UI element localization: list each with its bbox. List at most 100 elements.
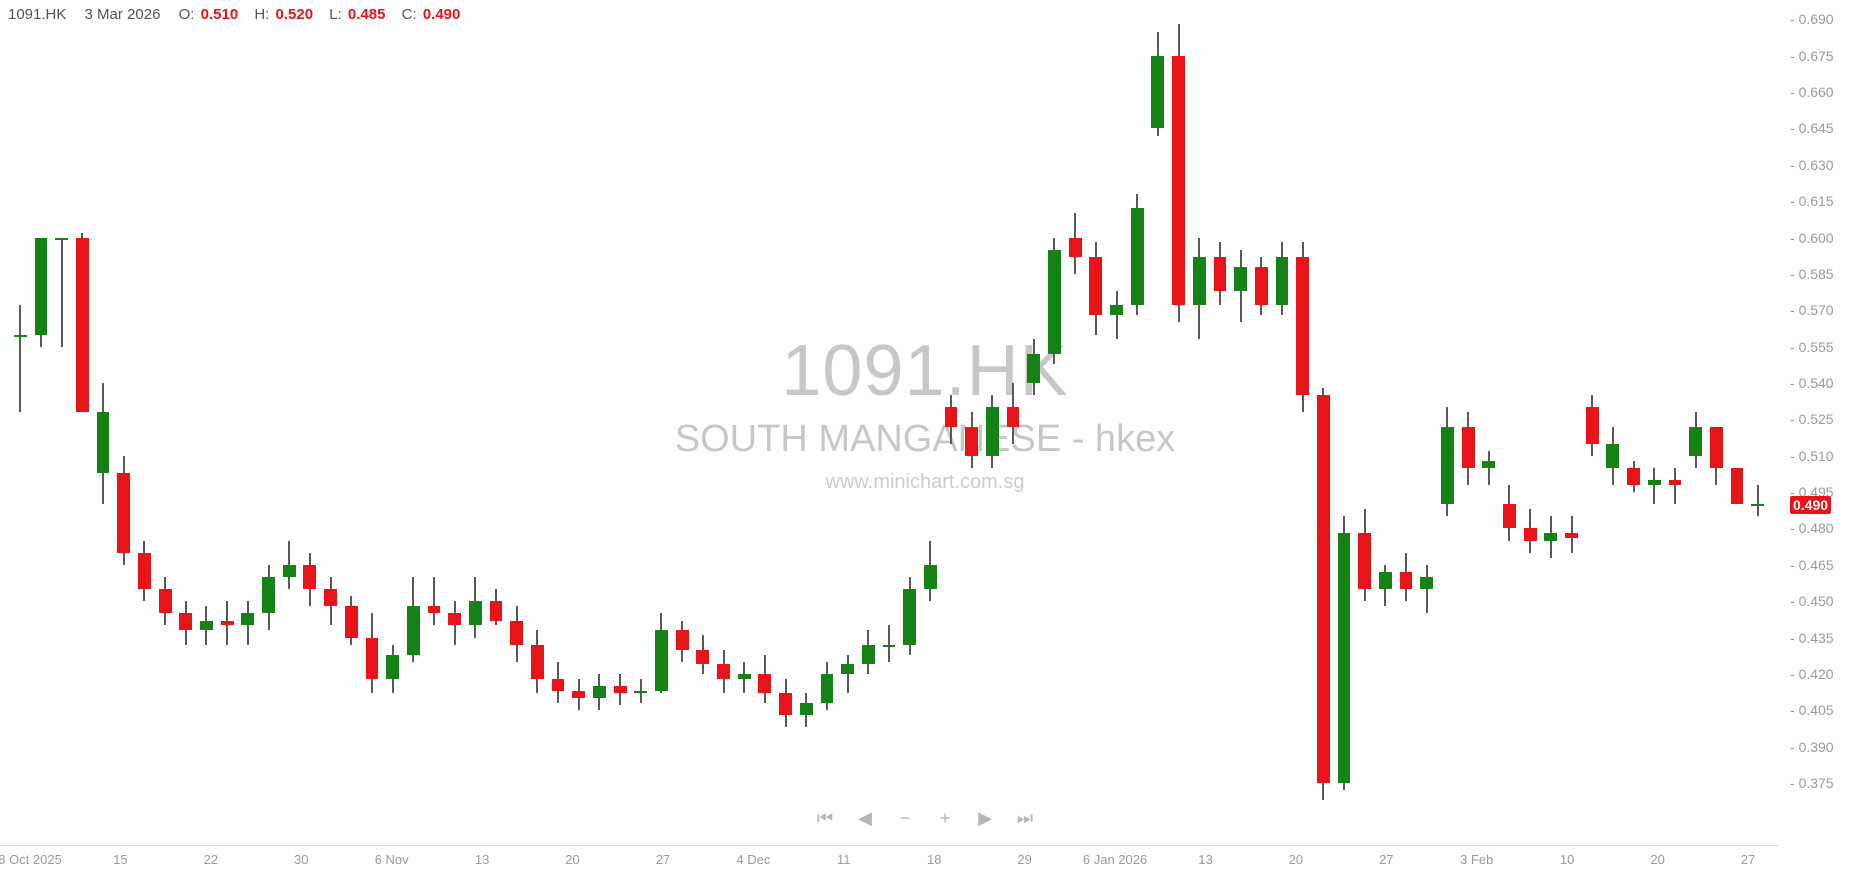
candle-body[interactable] [883,645,896,647]
candle-body[interactable] [821,674,834,703]
candle-body[interactable] [1214,257,1227,291]
candle-body[interactable] [1027,354,1040,383]
candle-body[interactable] [1462,427,1475,468]
candle-body[interactable] [241,613,254,625]
candle-body[interactable] [779,693,792,715]
candle-body[interactable] [1710,427,1723,468]
candle-body[interactable] [1565,533,1578,538]
candlestick-plot-area[interactable] [0,0,1778,800]
zoom-out-button[interactable]: − [895,808,915,829]
candle-body[interactable] [965,427,978,456]
candle-body[interactable] [552,679,565,691]
candle-wick[interactable] [888,625,890,661]
scroll-right-button[interactable]: ▶ [975,808,995,829]
candle-body[interactable] [1606,444,1619,468]
candle-body[interactable] [1048,250,1061,354]
candle-wick[interactable] [1426,565,1428,613]
candle-body[interactable] [386,655,399,679]
candle-body[interactable] [1255,267,1268,306]
zoom-in-button[interactable]: + [935,808,955,829]
candle-wick[interactable] [1674,468,1676,504]
candle-wick[interactable] [847,655,849,694]
candle-body[interactable] [366,638,379,679]
candle-wick[interactable] [433,577,435,625]
candle-body[interactable] [572,691,585,698]
candle-body[interactable] [1627,468,1640,485]
candle-body[interactable] [200,621,213,631]
candle-body[interactable] [1151,56,1164,129]
candle-body[interactable] [1400,572,1413,589]
candle-body[interactable] [76,238,89,413]
skip-to-end-button[interactable]: ⏭ [1015,808,1035,829]
candle-body[interactable] [1007,407,1020,426]
candle-wick[interactable] [19,305,21,412]
candle-body[interactable] [1669,480,1682,485]
candle-body[interactable] [841,664,854,674]
candle-body[interactable] [634,691,647,693]
candle-body[interactable] [738,674,751,679]
candle-body[interactable] [55,238,68,240]
candle-body[interactable] [1524,528,1537,540]
candle-body[interactable] [221,621,234,626]
candle-body[interactable] [117,473,130,553]
candle-body[interactable] [676,630,689,649]
candle-body[interactable] [14,335,27,337]
candle-body[interactable] [159,589,172,613]
candle-body[interactable] [1234,267,1247,291]
candle-body[interactable] [324,589,337,606]
candle-body[interactable] [1358,533,1371,589]
candle-body[interactable] [1482,461,1495,468]
candle-body[interactable] [1193,257,1206,305]
skip-to-start-button[interactable]: ⏮ [815,808,835,829]
candle-body[interactable] [1731,468,1744,504]
candle-body[interactable] [800,703,813,715]
candle-body[interactable] [1317,395,1330,783]
candle-body[interactable] [758,674,771,693]
candle-body[interactable] [97,412,110,473]
candle-body[interactable] [1131,208,1144,305]
candle-body[interactable] [448,613,461,625]
candle-body[interactable] [1751,504,1764,506]
candle-body[interactable] [510,621,523,645]
candle-body[interactable] [407,606,420,654]
candle-body[interactable] [1689,427,1702,456]
candle-wick[interactable] [1116,291,1118,339]
candle-body[interactable] [1338,533,1351,783]
candle-body[interactable] [1441,427,1454,505]
candle-body[interactable] [1648,480,1661,485]
candle-body[interactable] [903,589,916,645]
candle-body[interactable] [1586,407,1599,443]
candle-wick[interactable] [61,238,63,347]
candle-body[interactable] [1276,257,1289,305]
candle-wick[interactable] [1488,451,1490,485]
chart-nav-controls[interactable]: ⏮ ◀ − + ▶ ⏭ [815,808,1035,829]
candle-body[interactable] [1296,257,1309,395]
candle-body[interactable] [138,553,151,589]
candle-body[interactable] [35,238,48,335]
candle-body[interactable] [717,664,730,679]
candle-body[interactable] [428,606,441,613]
candle-body[interactable] [1379,572,1392,589]
candle-body[interactable] [696,650,709,665]
candle-body[interactable] [1172,56,1185,306]
candle-body[interactable] [1089,257,1102,315]
candle-body[interactable] [1420,577,1433,589]
candle-body[interactable] [1110,305,1123,315]
candle-body[interactable] [490,601,503,620]
scroll-left-button[interactable]: ◀ [855,808,875,829]
candle-body[interactable] [986,407,999,455]
candle-body[interactable] [303,565,316,589]
candle-wick[interactable] [1757,485,1759,517]
candle-body[interactable] [1544,533,1557,540]
candle-body[interactable] [469,601,482,625]
candle-body[interactable] [924,565,937,589]
candle-wick[interactable] [1653,468,1655,504]
candle-body[interactable] [655,630,668,691]
candle-body[interactable] [283,565,296,577]
candle-body[interactable] [262,577,275,613]
candle-body[interactable] [179,613,192,630]
candle-body[interactable] [862,645,875,664]
candle-body[interactable] [1503,504,1516,528]
candle-body[interactable] [531,645,544,679]
candle-body[interactable] [345,606,358,638]
